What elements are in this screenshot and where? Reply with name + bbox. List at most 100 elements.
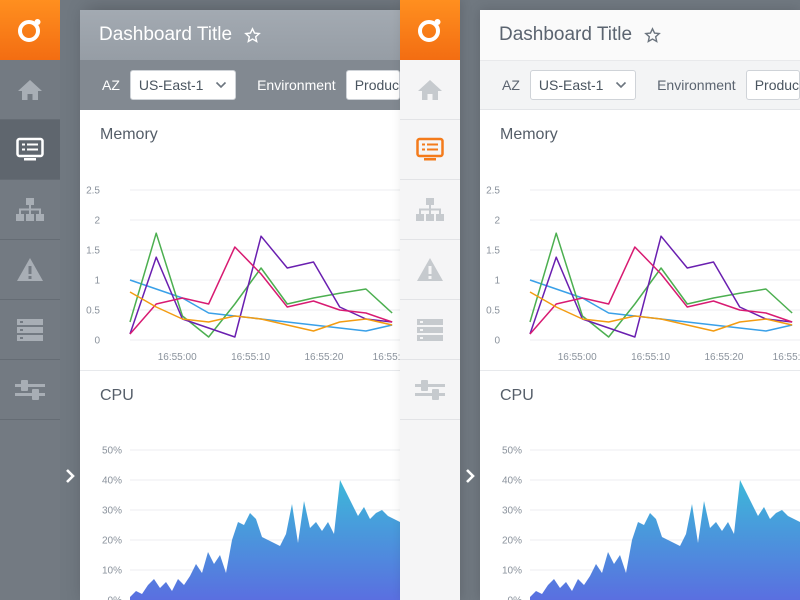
memory-series-line <box>529 246 793 335</box>
memory-y-tick: 2.5 <box>86 186 100 197</box>
sidebar-item-settings[interactable] <box>0 360 60 420</box>
memory-y-tick: 1.5 <box>486 246 500 257</box>
favorite-button[interactable] <box>244 26 261 44</box>
card-divider <box>480 370 800 371</box>
sliders-icon <box>415 379 445 400</box>
memory-x-tick: 16:55:20 <box>305 352 344 363</box>
sidebar-item-alerts[interactable] <box>400 240 460 300</box>
cpu-y-tick: 10% <box>502 566 522 577</box>
star-outline-icon <box>644 26 661 43</box>
cpu-y-tick: 50% <box>502 446 522 457</box>
dashboard-panel-dark: Dashboard Title AZ US-East-1 Environment… <box>80 10 400 600</box>
server-icon <box>417 318 443 341</box>
sidebar-item-alerts[interactable] <box>0 240 60 300</box>
sidebar-item-topology[interactable] <box>0 180 60 240</box>
az-select[interactable]: US-East-1 <box>529 70 637 100</box>
chevron-right-icon <box>66 469 75 483</box>
cpu-y-tick: 0% <box>108 596 123 600</box>
memory-series-line <box>529 291 793 332</box>
az-select[interactable]: US-East-1 <box>129 70 237 100</box>
sidebar-item-home[interactable] <box>0 60 60 120</box>
memory-x-tick: 16:55:20 <box>705 352 744 363</box>
environment-select[interactable]: Production <box>745 70 800 100</box>
sidebar-light <box>400 0 475 600</box>
memory-y-tick: 1.5 <box>86 246 100 257</box>
sidebar-expand-toggle[interactable] <box>60 464 80 488</box>
cpu-area <box>530 480 800 600</box>
memory-series-line <box>529 235 793 338</box>
cpu-card-title: CPU <box>500 387 534 404</box>
ring-logo-icon <box>18 19 41 42</box>
card-divider <box>80 370 400 371</box>
chevron-down-icon <box>216 81 227 89</box>
sidebar-item-home[interactable] <box>400 60 460 120</box>
sidebar-expand-toggle[interactable] <box>460 464 480 488</box>
memory-chart: 0 0.5 1 1.5 2 2.5 16:55:00 16:55:10 16:55:20 16:5… <box>486 186 800 363</box>
environment-select-value: Production <box>754 77 800 93</box>
favorite-button[interactable] <box>644 26 661 44</box>
cpu-y-tick: 20% <box>502 536 522 547</box>
cpu-chart: 0% 10% 20% 30% 40% 50% <box>102 446 400 600</box>
memory-y-tick: 0 <box>94 336 100 347</box>
memory-series-line <box>529 232 793 338</box>
chevron-right-icon <box>466 469 475 483</box>
server-icon <box>17 318 43 341</box>
cpu-y-tick: 50% <box>102 446 122 457</box>
cpu-chart: 0% 10% 20% 30% 40% 50% <box>502 446 800 600</box>
app-logo[interactable] <box>0 0 60 60</box>
memory-x-tick: 16:55:00 <box>558 352 597 363</box>
page-title: Dashboard Title <box>499 24 633 45</box>
memory-y-tick: 1 <box>494 276 500 287</box>
memory-x-tick: 16:55:30 <box>373 352 400 363</box>
chevron-down-icon <box>616 81 627 89</box>
sitemap-icon <box>416 197 444 221</box>
az-select-value: US-East-1 <box>538 77 604 93</box>
cpu-card-title: CPU <box>100 387 134 404</box>
monitor-icon <box>16 137 44 160</box>
environment-label: Environment <box>257 77 336 93</box>
memory-y-tick: 2 <box>494 216 500 227</box>
memory-x-tick: 16:55:00 <box>158 352 197 363</box>
memory-card-title: Memory <box>100 126 158 143</box>
memory-chart: 0 0.5 1 1.5 2 2.5 16:55:00 16:55:10 16:55:20 16:5… <box>86 186 400 363</box>
memory-series-line <box>129 246 393 335</box>
memory-x-tick: 16:55:10 <box>231 352 270 363</box>
sidebar-item-dashboards[interactable] <box>400 120 460 180</box>
cpu-y-tick: 30% <box>502 506 522 517</box>
az-select-value: US-East-1 <box>138 77 204 93</box>
cpu-y-tick: 40% <box>102 476 122 487</box>
environment-select[interactable]: Production <box>345 70 400 100</box>
memory-x-tick: 16:55:10 <box>631 352 670 363</box>
app-logo[interactable] <box>400 0 460 60</box>
filter-bar: AZ US-East-1 Environment Production <box>480 60 800 110</box>
memory-x-tick: 16:55:30 <box>773 352 800 363</box>
home-icon <box>418 79 442 100</box>
memory-series-line <box>129 235 393 338</box>
star-outline-icon <box>244 26 261 43</box>
sidebar-item-servers[interactable] <box>400 300 460 360</box>
memory-card-title: Memory <box>500 126 558 143</box>
dashboard-header: Dashboard Title <box>480 10 800 60</box>
memory-y-tick: 0 <box>494 336 500 347</box>
sidebar-item-topology[interactable] <box>400 180 460 240</box>
memory-y-tick: 0.5 <box>86 306 100 317</box>
sliders-icon <box>15 379 45 400</box>
sidebar-item-dashboards[interactable] <box>0 120 60 180</box>
cpu-y-tick: 20% <box>102 536 122 547</box>
sidebar-item-settings[interactable] <box>400 360 460 420</box>
sidebar-dark <box>0 0 75 600</box>
memory-series-line <box>129 291 393 332</box>
ring-logo-icon <box>418 19 441 42</box>
sidebar-item-servers[interactable] <box>0 300 60 360</box>
memory-series-line <box>129 232 393 338</box>
memory-y-tick: 2 <box>94 216 100 227</box>
az-label: AZ <box>502 77 520 93</box>
memory-y-tick: 0.5 <box>486 306 500 317</box>
environment-select-value: Production <box>354 77 400 93</box>
warning-icon <box>17 257 43 281</box>
memory-y-tick: 2.5 <box>486 186 500 197</box>
dashboard-header: Dashboard Title <box>80 10 400 60</box>
cpu-y-tick: 40% <box>502 476 522 487</box>
monitor-icon <box>416 137 444 160</box>
az-label: AZ <box>102 77 120 93</box>
